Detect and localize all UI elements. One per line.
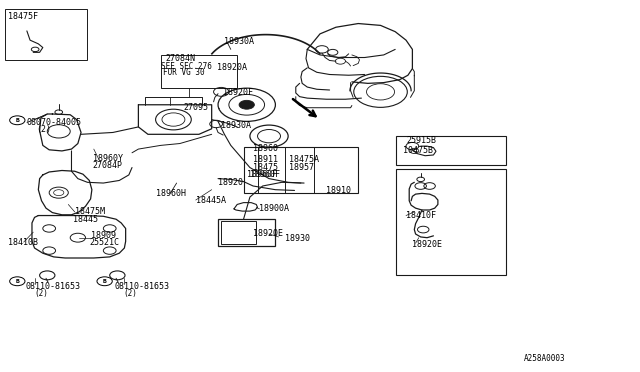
Bar	[4, 9, 88, 61]
Text: 27084N: 27084N	[166, 54, 196, 63]
Text: B: B	[17, 116, 22, 125]
Bar	[244, 147, 358, 193]
Text: 08110-81653: 08110-81653	[26, 282, 81, 291]
Text: B: B	[15, 118, 19, 123]
Text: 18930A: 18930A	[225, 37, 255, 46]
Text: 18475F: 18475F	[8, 12, 38, 22]
Text: A258A0003: A258A0003	[524, 354, 566, 363]
Text: (2): (2)	[36, 125, 51, 134]
Text: 18930: 18930	[285, 234, 310, 243]
Text: 18475M: 18475M	[75, 207, 105, 217]
Text: FOR VG 30: FOR VG 30	[163, 68, 204, 77]
Circle shape	[97, 277, 112, 286]
Text: 18960H: 18960H	[156, 189, 186, 198]
Text: (2): (2)	[35, 289, 49, 298]
Text: 27095: 27095	[183, 103, 208, 112]
Text: 18960F: 18960F	[246, 170, 276, 179]
Text: 18920: 18920	[218, 178, 243, 187]
Text: 18957: 18957	[289, 163, 314, 172]
Text: 18910: 18910	[326, 186, 351, 195]
Text: 18960Y: 18960Y	[93, 154, 122, 163]
Text: 08110-81653: 08110-81653	[115, 282, 170, 291]
Text: 18909: 18909	[91, 231, 116, 240]
Text: B: B	[103, 279, 106, 284]
Text: SEE SEC.276: SEE SEC.276	[161, 61, 212, 71]
Text: 18920E: 18920E	[412, 240, 442, 249]
Text: 25915B: 25915B	[406, 136, 436, 145]
Bar	[218, 219, 275, 246]
Text: 18920E: 18920E	[253, 229, 283, 238]
Text: 25521C: 25521C	[90, 238, 119, 247]
Circle shape	[10, 116, 25, 125]
Text: 10475B: 10475B	[403, 146, 433, 155]
Text: 18960F: 18960F	[250, 170, 280, 179]
Text: 18920F: 18920F	[223, 89, 253, 97]
Bar	[396, 169, 506, 275]
Text: 18911: 18911	[253, 155, 278, 164]
Bar	[396, 136, 506, 164]
Text: 18930A: 18930A	[221, 121, 252, 130]
Text: 18920A: 18920A	[217, 62, 247, 72]
Text: 18475: 18475	[253, 163, 278, 172]
Text: 27084P: 27084P	[93, 161, 122, 170]
Circle shape	[10, 277, 25, 286]
Text: 18445: 18445	[73, 215, 98, 224]
Circle shape	[239, 100, 254, 109]
Text: 08070-84005: 08070-84005	[27, 118, 82, 127]
Text: 18960: 18960	[253, 144, 278, 153]
Bar	[221, 221, 255, 244]
Text: 18445A: 18445A	[196, 196, 226, 205]
Text: (2): (2)	[124, 289, 138, 298]
Text: 18410B: 18410B	[8, 238, 38, 247]
Text: 18475A: 18475A	[289, 155, 319, 164]
Text: 18410F: 18410F	[406, 211, 436, 220]
Text: 18900A: 18900A	[259, 204, 289, 214]
Text: B: B	[15, 279, 19, 284]
Bar	[161, 55, 237, 88]
